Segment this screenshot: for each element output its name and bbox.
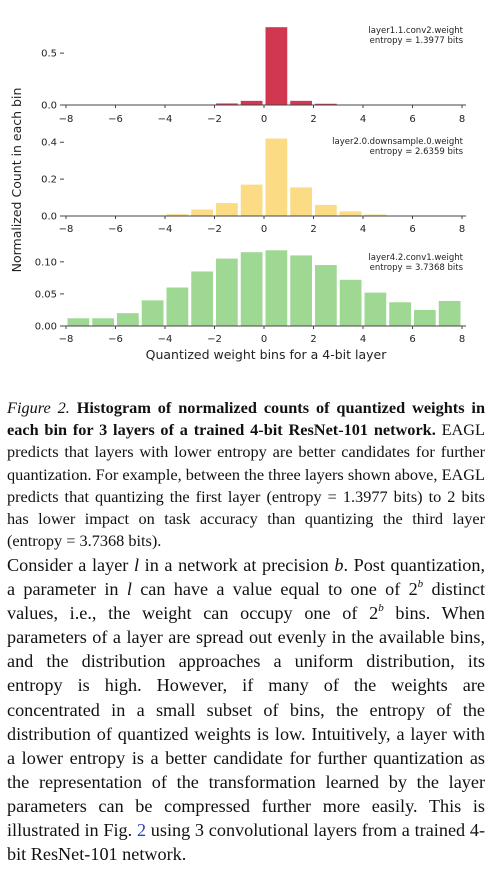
x-tick-label: 4 xyxy=(360,114,366,125)
figure-histograms: −8 −6 −4 −2 0 2 4 6 8 0.0 0.5 layer1.1.conv2.weight… xyxy=(9,26,466,362)
x-tick-label: 4 xyxy=(360,224,366,235)
histogram-bar xyxy=(265,27,288,105)
y-tick-label: 0.00 xyxy=(35,322,57,333)
x-tick-label: −2 xyxy=(207,224,222,235)
var-l: l xyxy=(126,579,132,600)
x-tick-label: 2 xyxy=(310,114,316,125)
y-tick-label: 0.0 xyxy=(41,212,57,223)
para-text: . Post quantization, a parameter in xyxy=(7,555,486,600)
histogram-bar xyxy=(240,252,263,326)
histogram-bar xyxy=(117,313,139,326)
figure-caption: Figure 2. Histogram of normalized counts… xyxy=(7,397,485,552)
histogram-bar xyxy=(240,100,263,105)
var-l: l xyxy=(133,555,140,575)
histogram-bar xyxy=(166,287,189,326)
histogram-bar xyxy=(364,214,387,216)
caption-label: Figure 2. xyxy=(7,398,70,417)
histogram-bar xyxy=(67,318,90,326)
x-tick-label: −4 xyxy=(158,224,173,235)
x-tick-label: 6 xyxy=(409,334,415,345)
histogram-bar xyxy=(191,209,213,216)
histogram-bar xyxy=(290,100,312,105)
histogram-bar xyxy=(265,250,288,326)
power-base: 2 xyxy=(369,603,379,624)
x-tick-label: 2 xyxy=(310,334,316,345)
body-paragraph: Consider a layer l in a network at preci… xyxy=(7,553,485,866)
x-tick-label: −6 xyxy=(108,224,123,235)
histogram-bar xyxy=(216,258,238,326)
power-expression: 2b xyxy=(369,602,384,624)
para-text: in a network at precision xyxy=(144,555,329,575)
x-tick-label: −8 xyxy=(59,224,74,235)
x-tick-label: −6 xyxy=(108,114,123,125)
histogram-bar xyxy=(265,138,288,216)
x-tick-label: −2 xyxy=(207,114,222,125)
y-tick-label: 0.0 xyxy=(41,101,57,112)
x-tick-label: 8 xyxy=(459,114,465,125)
x-tick-label: 4 xyxy=(360,334,366,345)
y-tick-label: 0.5 xyxy=(41,49,57,60)
y-tick-label: 0.05 xyxy=(35,289,57,300)
histogram-bar xyxy=(364,292,387,326)
power-expression: 2b xyxy=(408,578,424,600)
histogram-bar xyxy=(240,184,263,216)
para-text: can have a value equal to one of xyxy=(140,579,401,600)
para-text: using 3 convolutional layers from a trai… xyxy=(7,820,485,865)
layer-name-label: layer2.0.downsample.0.weight xyxy=(332,137,464,147)
histogram-bar xyxy=(216,103,238,105)
power-exponent: b xyxy=(378,602,384,615)
histogram-bar xyxy=(438,300,461,326)
y-tick-label: 0.2 xyxy=(41,175,57,186)
histogram-bar xyxy=(315,204,337,216)
x-axis-title: Quantized weight bins for a 4-bit layer xyxy=(146,347,388,362)
x-tick-label: 0 xyxy=(261,224,267,235)
histogram-bar xyxy=(290,255,312,326)
para-text: distinct values, i.e., the weight can oc… xyxy=(7,579,486,624)
layer-name-label: layer4.2.conv1.weight xyxy=(368,253,463,263)
entropy-label: entropy = 1.3977 bits xyxy=(370,36,464,46)
entropy-label: entropy = 2.6359 bits xyxy=(370,147,464,157)
caption-body-text: EAGL predicts that layers with lower ent… xyxy=(7,420,485,551)
figure-reference-link[interactable]: 2 xyxy=(136,820,147,841)
histogram-bar xyxy=(315,103,337,105)
histogram-bar xyxy=(92,318,114,326)
x-tick-label: 6 xyxy=(409,224,415,235)
histogram-bar xyxy=(315,265,337,326)
entropy-label: entropy = 3.7368 bits xyxy=(370,263,464,273)
x-tick-label: −2 xyxy=(207,334,222,345)
x-tick-label: 0 xyxy=(261,334,267,345)
histogram-bar xyxy=(389,302,411,326)
x-tick-label: −8 xyxy=(59,114,74,125)
histogram-bar xyxy=(414,309,436,326)
histogram-bar xyxy=(166,214,189,216)
histogram-bar xyxy=(141,300,164,326)
x-tick-label: −6 xyxy=(108,334,123,345)
histogram-bar xyxy=(216,203,238,216)
x-tick-label: −4 xyxy=(158,334,173,345)
layer-name-label: layer1.1.conv2.weight xyxy=(368,26,463,36)
x-tick-label: 0 xyxy=(261,114,267,125)
x-tick-label: 8 xyxy=(459,224,465,235)
histogram-bar xyxy=(290,187,312,216)
para-text: bins. When parameters of a layer are spr… xyxy=(7,603,486,841)
y-tick-label: 0.10 xyxy=(35,257,57,268)
x-tick-label: 8 xyxy=(459,334,465,345)
y-tick-label: 0.4 xyxy=(41,138,57,149)
x-tick-label: 6 xyxy=(409,114,415,125)
var-b: b xyxy=(334,555,344,575)
histogram-bar xyxy=(191,271,213,326)
x-tick-label: −4 xyxy=(158,114,173,125)
para-text: Consider a layer xyxy=(7,555,129,575)
y-axis-title: Normalized Count in each bin xyxy=(9,88,24,273)
histogram-bar xyxy=(339,279,362,326)
x-tick-label: 2 xyxy=(310,224,316,235)
histogram-bar xyxy=(339,211,362,216)
caption-bold-text: Histogram of normalized counts of quanti… xyxy=(7,398,486,440)
power-base: 2 xyxy=(408,579,418,600)
x-tick-label: −8 xyxy=(59,334,74,345)
power-exponent: b xyxy=(417,578,424,591)
